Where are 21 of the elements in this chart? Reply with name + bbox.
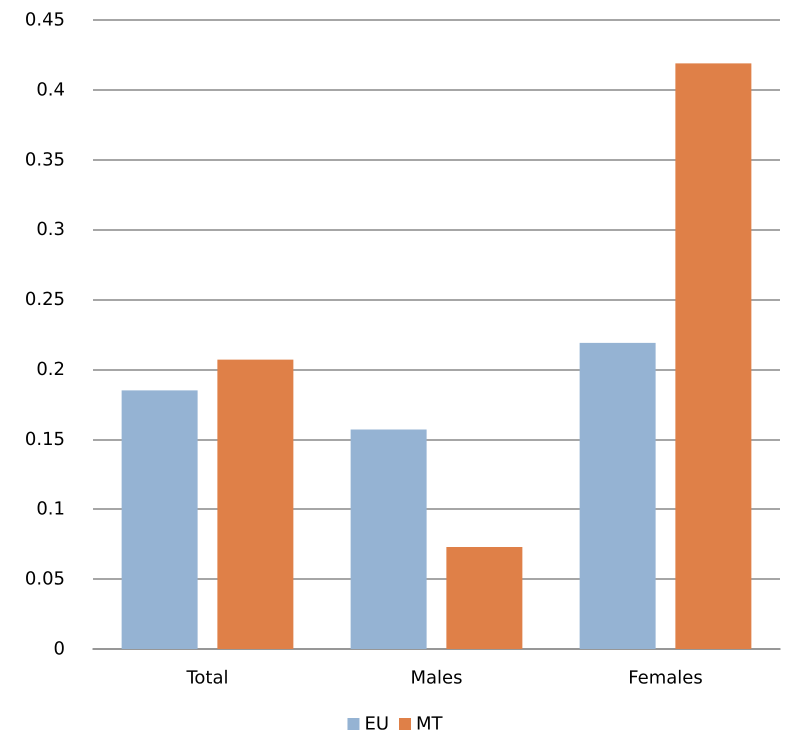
y-tick-label: 0.45 [24,10,65,30]
y-tick-label: 0.05 [24,568,65,590]
bar [217,360,294,649]
x-tick-label: Males [410,668,463,688]
bar [675,63,752,649]
bar [122,390,198,649]
y-tick-label: 0.4 [36,79,65,100]
bar [350,430,427,649]
y-tick-label: 0.3 [36,219,65,240]
bar [580,342,656,649]
legend-label: EU [364,714,390,734]
y-tick-label: 0.35 [24,149,65,170]
y-tick-label: 0.15 [24,428,65,450]
y-tick-label: 0 [54,638,65,660]
x-tick-label: Females [628,668,703,688]
y-tick-label: 0.1 [36,498,65,520]
legend-label: MT [416,714,444,734]
x-tick-label: Total [185,668,229,688]
y-tick-label: 0.25 [24,289,65,310]
bar [446,546,522,649]
y-tick-label: 0.2 [36,358,65,380]
